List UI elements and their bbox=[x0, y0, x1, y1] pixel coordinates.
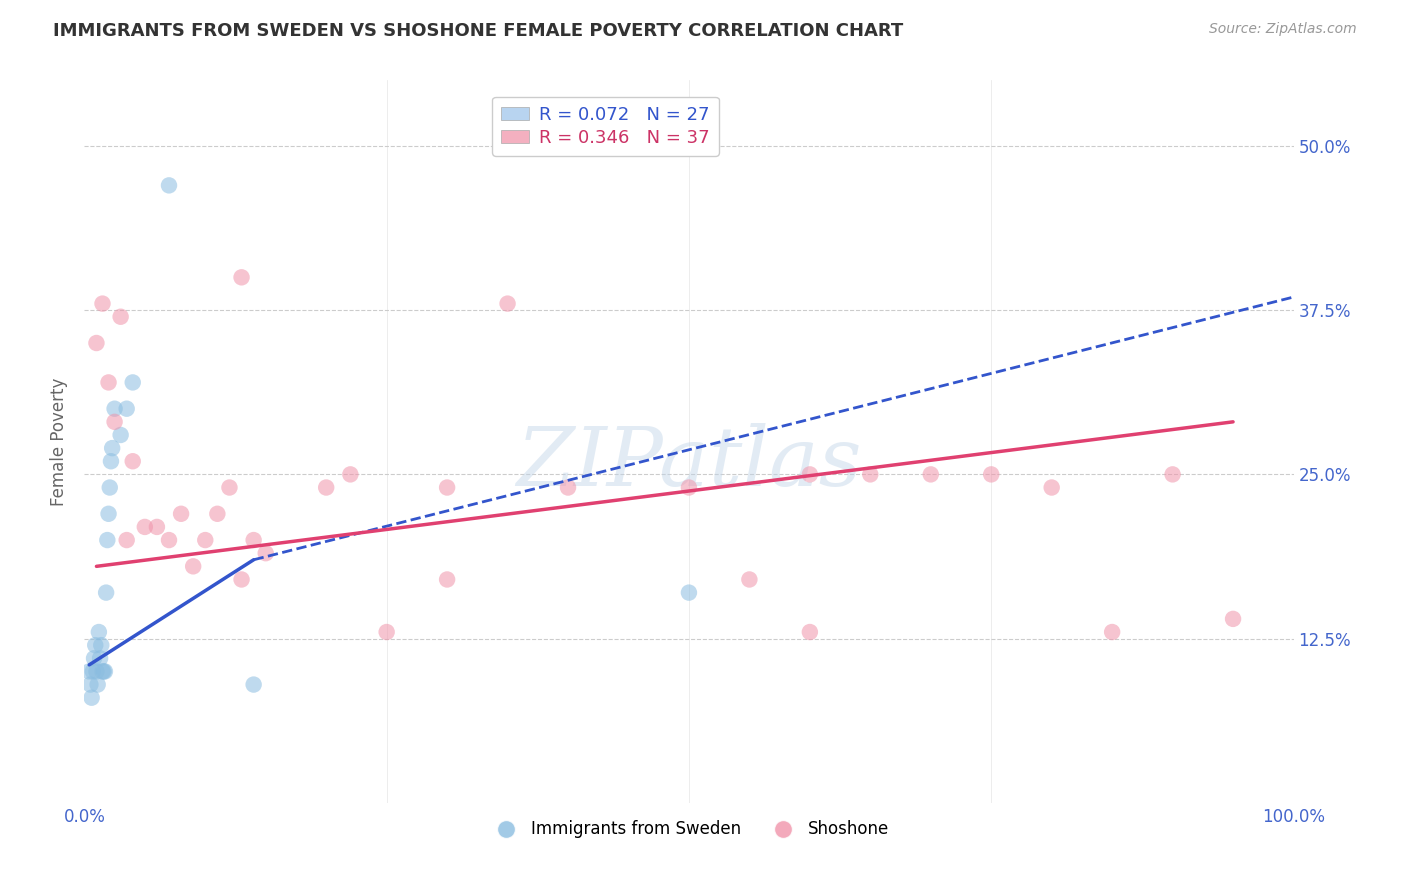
Point bbox=[98, 481, 121, 495]
Point bbox=[115, 401, 138, 416]
Point bbox=[134, 520, 156, 534]
Point bbox=[86, 336, 108, 351]
Point bbox=[557, 481, 579, 495]
Point bbox=[87, 625, 110, 640]
Point bbox=[315, 481, 337, 495]
Point bbox=[980, 467, 1002, 482]
Point bbox=[436, 481, 458, 495]
Point bbox=[94, 665, 117, 679]
Point bbox=[799, 625, 821, 640]
Point bbox=[436, 573, 458, 587]
Point bbox=[110, 310, 132, 324]
Point bbox=[82, 665, 104, 679]
Point bbox=[91, 296, 114, 310]
Point bbox=[254, 546, 277, 560]
Point bbox=[97, 507, 120, 521]
Point bbox=[242, 533, 264, 547]
Point bbox=[1101, 625, 1123, 640]
Point bbox=[77, 665, 100, 679]
Point bbox=[100, 454, 122, 468]
Point bbox=[678, 585, 700, 599]
Point bbox=[94, 585, 117, 599]
Point bbox=[91, 665, 114, 679]
Point bbox=[920, 467, 942, 482]
Point bbox=[157, 178, 180, 193]
Point bbox=[1222, 612, 1244, 626]
Point bbox=[110, 428, 132, 442]
Point bbox=[170, 507, 193, 521]
Point bbox=[678, 481, 700, 495]
Point bbox=[496, 296, 519, 310]
Point bbox=[121, 454, 143, 468]
Point bbox=[194, 533, 217, 547]
Point bbox=[97, 376, 120, 390]
Point bbox=[339, 467, 361, 482]
Point bbox=[1040, 481, 1063, 495]
Point bbox=[101, 441, 124, 455]
Point bbox=[231, 573, 253, 587]
Point bbox=[86, 665, 108, 679]
Point bbox=[859, 467, 882, 482]
Point bbox=[799, 467, 821, 482]
Point bbox=[242, 677, 264, 691]
Point bbox=[181, 559, 204, 574]
Point bbox=[83, 651, 105, 665]
Point bbox=[146, 520, 169, 534]
Point bbox=[157, 533, 180, 547]
Point bbox=[738, 573, 761, 587]
Point bbox=[218, 481, 240, 495]
Point bbox=[104, 415, 127, 429]
Point bbox=[93, 665, 115, 679]
Point bbox=[1161, 467, 1184, 482]
Point bbox=[115, 533, 138, 547]
Text: ZIPatlas: ZIPatlas bbox=[516, 423, 862, 503]
Point bbox=[104, 401, 127, 416]
Point bbox=[231, 270, 253, 285]
Point bbox=[96, 533, 118, 547]
Point bbox=[90, 638, 112, 652]
Y-axis label: Female Poverty: Female Poverty bbox=[51, 377, 69, 506]
Point bbox=[79, 677, 101, 691]
Point bbox=[375, 625, 398, 640]
Point bbox=[121, 376, 143, 390]
Point bbox=[207, 507, 229, 521]
Text: IMMIGRANTS FROM SWEDEN VS SHOSHONE FEMALE POVERTY CORRELATION CHART: IMMIGRANTS FROM SWEDEN VS SHOSHONE FEMAL… bbox=[53, 22, 904, 40]
Point bbox=[84, 638, 107, 652]
Text: Source: ZipAtlas.com: Source: ZipAtlas.com bbox=[1209, 22, 1357, 37]
Legend: Immigrants from Sweden, Shoshone: Immigrants from Sweden, Shoshone bbox=[482, 814, 896, 845]
Point bbox=[80, 690, 103, 705]
Point bbox=[86, 677, 108, 691]
Point bbox=[89, 651, 111, 665]
